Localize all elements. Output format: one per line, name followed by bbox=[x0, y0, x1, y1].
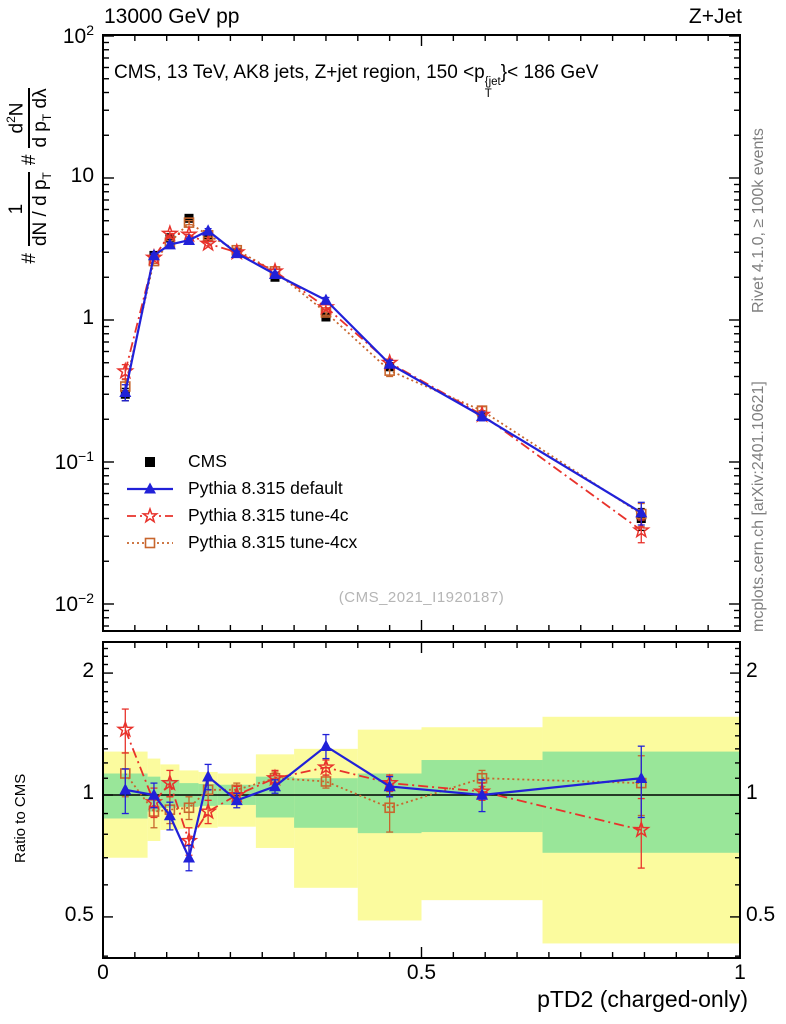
axis-ticks bbox=[102, 35, 741, 958]
ratio-y-tick-label-right: 1 bbox=[746, 781, 758, 804]
ratio-y-tick-label: 1 bbox=[82, 781, 94, 804]
legend-item-pythia-default: Pythia 8.315 default bbox=[127, 475, 357, 502]
hash-symbol: # bbox=[19, 253, 40, 264]
analysis-id-watermark: (CMS_2021_I1920187) bbox=[338, 589, 505, 606]
legend: CMS Pythia 8.315 default Pythia 8.315 tu… bbox=[127, 448, 357, 556]
ratio-series-default bbox=[119, 733, 648, 872]
process-label: Z+Jet bbox=[688, 5, 742, 28]
x-tick-label: 0.5 bbox=[406, 961, 437, 984]
ratio-y-tick-label-right: 2 bbox=[746, 659, 758, 683]
pythia-tune4cx-marker-icon bbox=[127, 537, 173, 548]
main-y-tick-label: 102 bbox=[62, 22, 94, 48]
main-series-default bbox=[119, 224, 648, 526]
x-axis-title: pTD2 (charged-only) bbox=[537, 986, 748, 1012]
rivet-version-note: Rivet 4.1.0, ≥ 100k events bbox=[750, 128, 767, 313]
hash-symbol: # bbox=[19, 154, 40, 166]
frac2-numerator: d2N bbox=[4, 88, 31, 148]
legend-label: CMS bbox=[188, 451, 227, 471]
x-tick-label: 1 bbox=[734, 961, 746, 984]
legend-item-cms: CMS bbox=[127, 448, 357, 475]
legend-label: Pythia 8.315 tune-4cx bbox=[188, 532, 358, 552]
beam-energy-label: 13000 GeV pp bbox=[104, 5, 240, 28]
ratio-y-tick-label: 2 bbox=[82, 659, 94, 683]
legend-item-pythia-tune4cx: Pythia 8.315 tune-4cx bbox=[127, 529, 357, 556]
main-y-tick-label: 10−2 bbox=[54, 590, 94, 616]
plot-title-post: }< 186 GeV bbox=[500, 62, 599, 83]
mcplots-reference-note: mcplots.cern.ch [arXiv:2401.10621] bbox=[750, 381, 767, 632]
main-y-tick-label: 1 bbox=[82, 306, 94, 329]
fraction-d2n: d2N d pT dλ bbox=[4, 88, 55, 148]
pythia-default-marker-icon bbox=[127, 482, 173, 493]
plot-title: CMS, 13 TeV, AK8 jets, Z+jet region, 150… bbox=[114, 62, 598, 100]
cms-marker-icon bbox=[145, 456, 155, 467]
ratio-y-tick-label: 0.5 bbox=[64, 902, 94, 926]
x-tick-label: 0 bbox=[97, 961, 109, 984]
plot-title-supsub: {jet T bbox=[484, 76, 501, 100]
ratio-y-tick-label-right: 0.5 bbox=[746, 902, 776, 926]
frac2-denominator: d pT dλ bbox=[30, 88, 55, 148]
legend-item-pythia-tune4c: Pythia 8.315 tune-4c bbox=[127, 502, 357, 529]
plot-title-sub: T bbox=[484, 87, 492, 100]
plot-title-sup: {jet bbox=[484, 76, 501, 88]
main-y-tick-label: 10 bbox=[70, 164, 94, 187]
plot-title-text: CMS, 13 TeV, AK8 jets, Z+jet region, 150… bbox=[114, 62, 485, 83]
main-y-tick-label: 10−1 bbox=[54, 448, 94, 474]
legend-label: Pythia 8.315 tune-4c bbox=[188, 505, 349, 525]
legend-label: Pythia 8.315 default bbox=[188, 478, 343, 498]
pythia-tune4c-marker-icon bbox=[127, 506, 173, 524]
